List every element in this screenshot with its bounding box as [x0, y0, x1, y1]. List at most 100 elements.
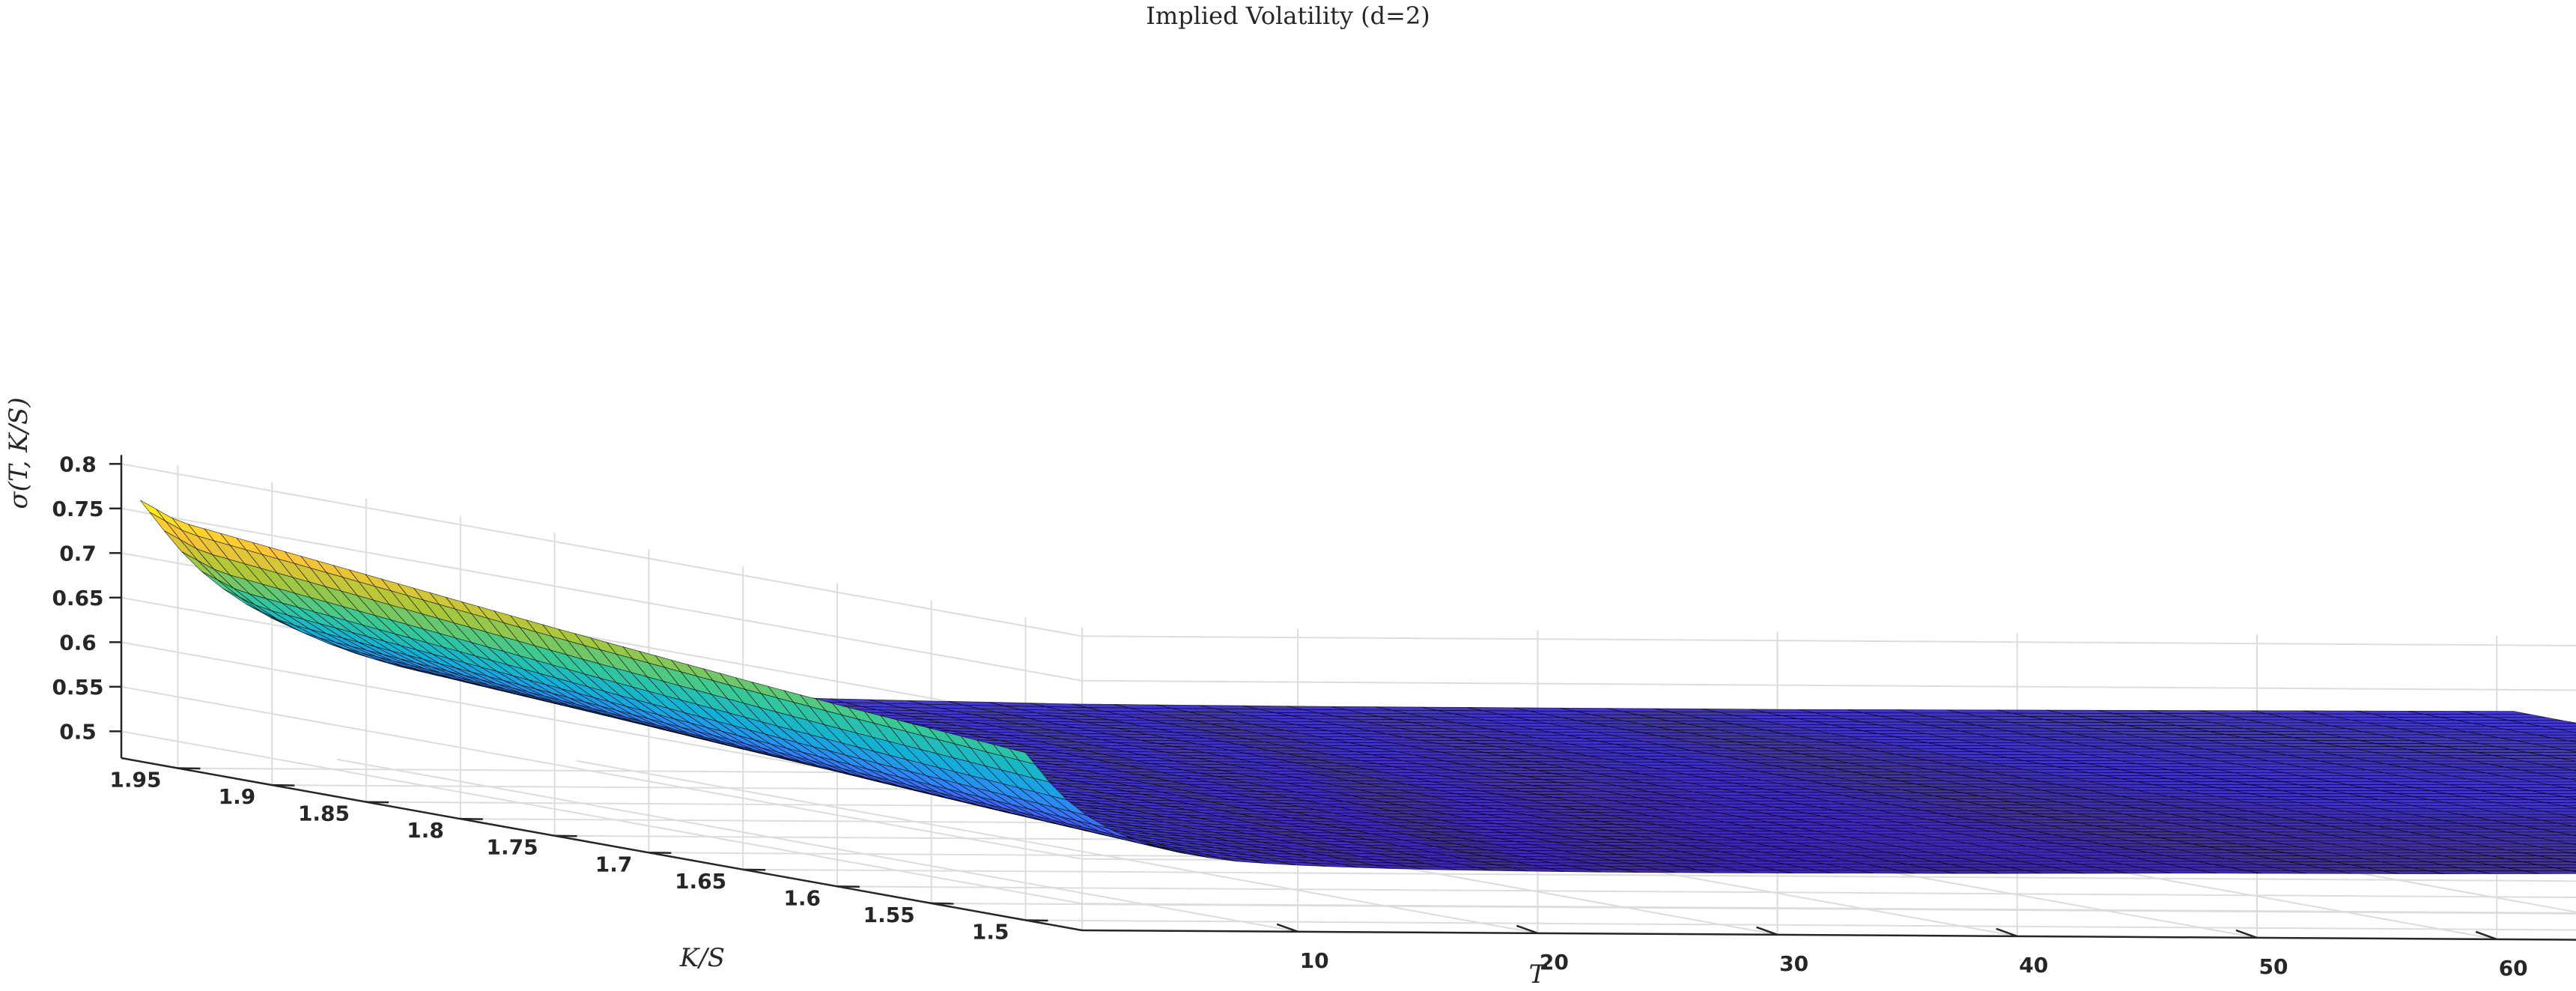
surface-face	[2574, 825, 2576, 827]
t-axis-line	[1081, 929, 2576, 941]
k-tick-mark	[648, 852, 672, 855]
grid-line	[836, 885, 2576, 899]
k-tick-label: 1.55	[863, 903, 915, 927]
surface-face	[2539, 837, 2576, 842]
surface-face	[2555, 867, 2576, 871]
surface-face	[2571, 870, 2576, 872]
z-tick-label: 0.5	[59, 719, 97, 744]
surface-face	[2532, 743, 2576, 748]
surface-face	[2548, 746, 2576, 751]
tick-layer: 0.5 0.55 0.6 0.65 0.7 0.75 0.8 1.5 1.55 1.6 1.65 1.…	[52, 452, 2528, 981]
z-tick-label: 0.75	[52, 497, 103, 521]
surface-face	[2569, 740, 2576, 743]
surface-face	[2553, 775, 2576, 780]
surface-face	[2539, 846, 2576, 851]
surface-face	[2560, 758, 2576, 762]
surface-face	[2556, 831, 2576, 836]
z-tick-label: 0.65	[52, 586, 103, 610]
surface-face	[2571, 861, 2576, 864]
surface-face	[2564, 749, 2576, 752]
surface-face	[2537, 772, 2576, 777]
surface-face	[2544, 755, 2576, 759]
surface-face	[2555, 849, 2576, 853]
k-tick-label: 1.7	[595, 852, 633, 876]
k-tick-mark	[1025, 919, 1048, 922]
surface-face	[2548, 793, 2576, 797]
surface-face	[2571, 852, 2576, 855]
surface-face	[2561, 804, 2576, 809]
k-tick-label: 1.85	[298, 801, 350, 826]
k-tick-label: 1.8	[407, 818, 444, 843]
grid-line	[743, 868, 2576, 882]
surface-face	[2540, 763, 2576, 768]
surface-face	[2557, 729, 2576, 733]
surface-face	[2540, 828, 2576, 833]
t-tick-label: 50	[2259, 954, 2288, 979]
k-axis-line	[121, 757, 1083, 932]
surface-face	[2531, 790, 2576, 794]
t-tick-mark	[2235, 929, 2258, 939]
k-tick-label: 1.5	[972, 919, 1009, 944]
surface-face	[2545, 802, 2576, 806]
surface-face	[2539, 855, 2576, 859]
z-tick-label: 0.8	[59, 452, 97, 476]
t-tick-mark	[1996, 927, 2018, 938]
t-tick-mark	[1276, 923, 1298, 933]
surface-face	[2536, 734, 2576, 739]
surface-face	[2528, 752, 2576, 756]
axis-layer	[120, 455, 2576, 941]
t-tick-label: 30	[1779, 951, 1808, 976]
t-tick-label: 60	[2499, 956, 2528, 981]
surface-face	[2543, 810, 2576, 815]
z-tick-label: 0.6	[59, 630, 97, 655]
grid-line	[931, 902, 2576, 915]
surface-face	[2557, 822, 2576, 827]
z-tick-label: 0.55	[52, 675, 103, 700]
y-axis-label: K/S	[679, 943, 725, 973]
z-tick-label: 0.7	[59, 541, 97, 566]
k-tick-mark	[554, 834, 577, 837]
k-tick-mark	[366, 801, 389, 804]
surface-face	[2557, 766, 2576, 771]
t-tick-mark	[1516, 924, 1538, 935]
surface-face	[2527, 807, 2576, 812]
grid-line	[577, 760, 1538, 934]
t-tick-label: 20	[1540, 950, 1569, 975]
grid-line	[337, 758, 1298, 933]
t-tick-label: 40	[2019, 953, 2048, 978]
surface-face	[2534, 781, 2576, 786]
k-tick-label: 1.6	[783, 885, 821, 910]
surface-face	[139, 500, 166, 522]
surface-face	[2559, 813, 2576, 818]
surface-face	[2554, 858, 2576, 862]
k-tick-mark	[931, 902, 954, 905]
surface-face	[2524, 723, 2576, 727]
surface-face	[2541, 726, 2576, 730]
surface-face	[2529, 799, 2576, 803]
surface-face	[2566, 787, 2576, 790]
t-tick-mark	[1756, 926, 1778, 936]
surface-layer	[139, 500, 2576, 874]
k-tick-label: 1.9	[219, 784, 256, 809]
surface-face	[2573, 731, 2576, 733]
surface-face	[2572, 843, 2576, 846]
surface-face	[2572, 834, 2576, 837]
x-axis-label: T	[1529, 960, 1548, 990]
surface-face	[2550, 784, 2576, 789]
k-tick-mark	[836, 885, 860, 888]
z-axis-label: σ(T, K/S)	[4, 397, 34, 509]
surface-face	[2563, 796, 2576, 799]
k-tick-mark	[272, 784, 295, 787]
chart-title: Implied Volatility (d=2)	[1146, 1, 1430, 30]
surface-face	[2572, 769, 2576, 772]
surface-face	[2539, 864, 2576, 868]
k-tick-label: 1.75	[487, 835, 538, 860]
surface-face	[2569, 778, 2576, 781]
k-tick-label: 1.95	[109, 768, 161, 793]
surface-face	[2542, 819, 2576, 824]
grid-line	[1025, 919, 2576, 931]
t-tick-mark	[2475, 930, 2497, 941]
k-tick-label: 1.65	[675, 869, 726, 894]
surface-face	[2552, 737, 2576, 742]
